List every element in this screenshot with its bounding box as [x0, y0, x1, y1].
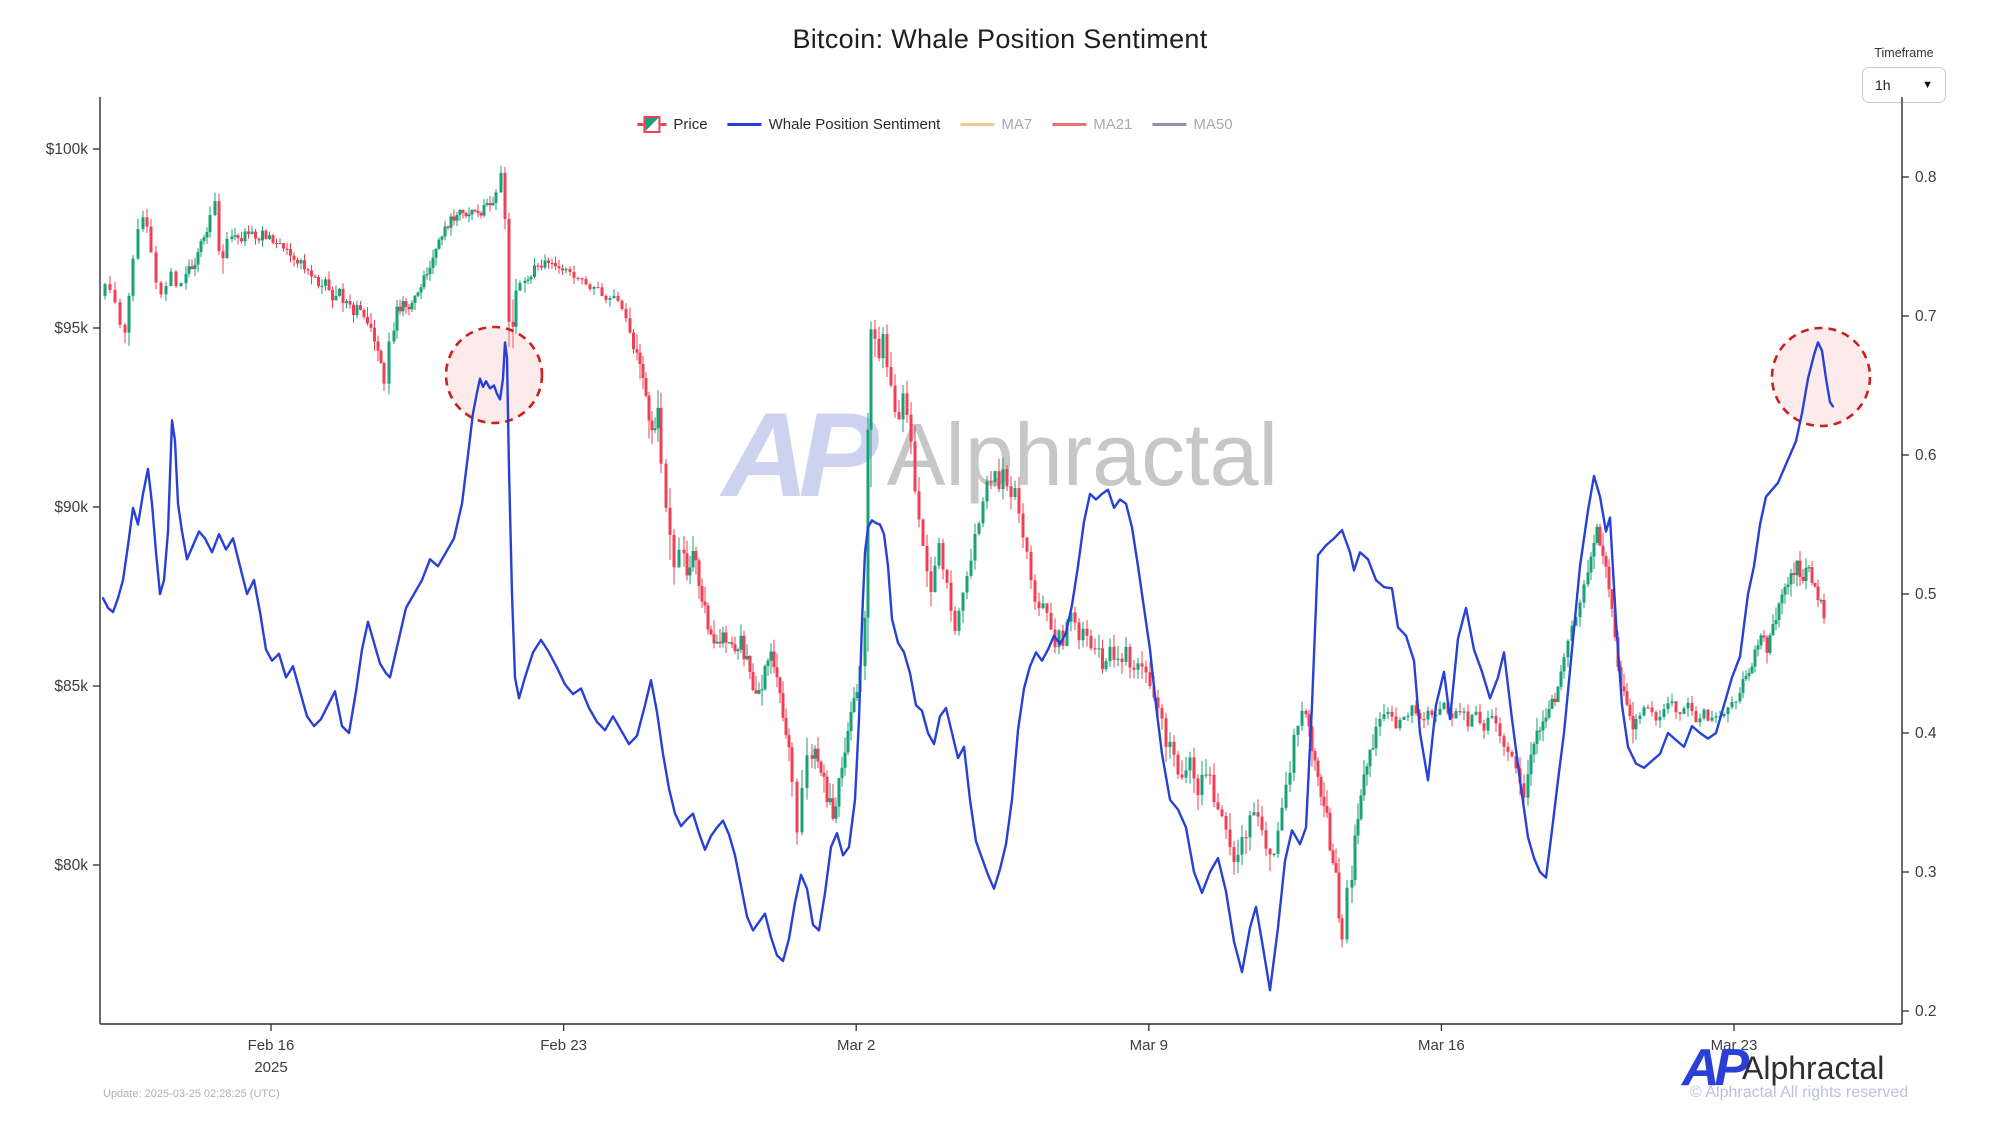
- svg-text:Mar 9: Mar 9: [1130, 1037, 1168, 1054]
- legend: Price Whale Position Sentiment MA7 MA21 …: [637, 116, 1233, 133]
- svg-text:Mar 16: Mar 16: [1418, 1037, 1465, 1054]
- brand-footer: AP Alphractal © Alphractal All rights re…: [1682, 1040, 1982, 1120]
- line-swatch-icon: [1052, 123, 1087, 126]
- legend-label: MA21: [1093, 116, 1133, 133]
- chevron-down-icon: ▼: [1922, 79, 1933, 91]
- chart-title: Bitcoin: Whale Position Sentiment: [792, 24, 1208, 54]
- svg-text:0.2: 0.2: [1915, 1003, 1937, 1020]
- legend-item-sentiment[interactable]: Whale Position Sentiment: [727, 116, 941, 133]
- legend-label: MA50: [1193, 116, 1233, 133]
- svg-text:0.8: 0.8: [1915, 169, 1937, 186]
- svg-text:2025: 2025: [254, 1059, 287, 1076]
- svg-text:$100k: $100k: [46, 141, 88, 158]
- line-swatch-icon: [960, 123, 995, 126]
- svg-text:$95k: $95k: [54, 320, 88, 337]
- svg-text:0.7: 0.7: [1915, 308, 1937, 325]
- timeframe-control: Timeframe 1h ▼: [1862, 46, 1946, 103]
- timeframe-label: Timeframe: [1874, 46, 1934, 60]
- svg-text:Mar 2: Mar 2: [837, 1037, 875, 1054]
- copyright-text: © Alphractal All rights reserved: [1690, 1084, 1909, 1101]
- candlestick-icon: [637, 116, 667, 133]
- legend-item-price[interactable]: Price: [637, 116, 708, 133]
- update-timestamp: Update: 2025-03-25 02:28:25 (UTC): [103, 1088, 280, 1100]
- svg-text:0.6: 0.6: [1915, 447, 1937, 464]
- legend-label: MA7: [1001, 116, 1033, 133]
- timeframe-select[interactable]: 1h ▼: [1862, 67, 1946, 103]
- svg-text:0.4: 0.4: [1915, 725, 1937, 742]
- svg-text:0.5: 0.5: [1915, 586, 1937, 603]
- line-swatch-icon: [1152, 123, 1187, 126]
- svg-text:$90k: $90k: [54, 499, 88, 516]
- legend-label: Whale Position Sentiment: [768, 116, 941, 133]
- svg-text:Mar 23: Mar 23: [1711, 1037, 1758, 1054]
- svg-text:$80k: $80k: [54, 857, 88, 874]
- svg-text:$85k: $85k: [54, 678, 88, 695]
- svg-text:0.3: 0.3: [1915, 864, 1937, 881]
- svg-text:Feb 16: Feb 16: [248, 1037, 295, 1054]
- legend-item-ma7[interactable]: MA7: [960, 116, 1032, 133]
- brand-name: Alphractal: [1742, 1050, 1885, 1086]
- svg-text:Feb 23: Feb 23: [540, 1037, 587, 1054]
- line-swatch-icon: [727, 123, 762, 126]
- timeframe-value: 1h: [1875, 77, 1891, 93]
- legend-item-ma21[interactable]: MA21: [1052, 116, 1132, 133]
- legend-label: Price: [673, 116, 708, 133]
- alphractal-logo-icon: AP: [1682, 1039, 1749, 1097]
- legend-item-ma50[interactable]: MA50: [1152, 116, 1233, 133]
